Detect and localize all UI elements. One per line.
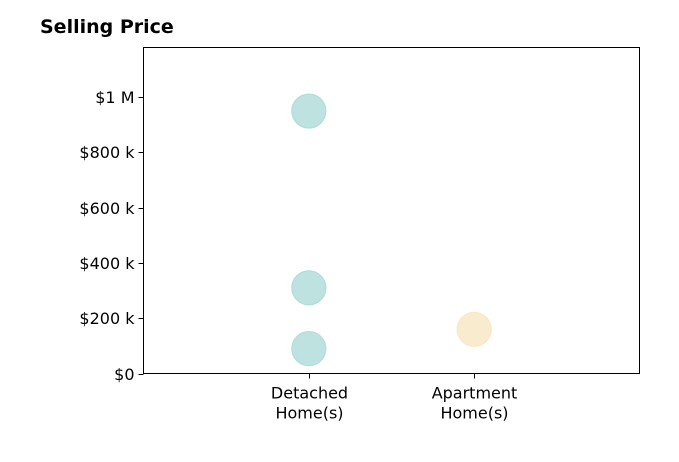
x-tick-label-line: Home(s) xyxy=(275,404,343,423)
data-point xyxy=(456,311,492,347)
y-tick-label: $200 k xyxy=(79,309,135,328)
x-tick-label: Apartment Home(s) xyxy=(432,384,518,423)
y-tick-label: $1 M xyxy=(95,88,134,107)
data-point xyxy=(291,331,327,367)
data-points xyxy=(291,93,492,367)
y-tick-label: $0 xyxy=(114,365,134,384)
y-tick-label: $600 k xyxy=(79,199,135,218)
x-tick-label-line: Home(s) xyxy=(440,404,508,423)
y-axis: $0 $200 k $400 k $600 k $800 k $1 M xyxy=(79,88,144,384)
data-point xyxy=(291,93,327,129)
chart-title: Selling Price xyxy=(40,16,174,38)
y-tick-label: $800 k xyxy=(79,143,135,162)
x-tick-label-line: Detached xyxy=(271,384,348,403)
plot-area-frame xyxy=(143,47,640,374)
x-axis: Detached Home(s)Apartment Home(s) xyxy=(271,373,518,423)
x-tick-label: Detached Home(s) xyxy=(271,384,348,423)
y-tick-label: $400 k xyxy=(79,254,135,273)
x-tick-label-line: Apartment xyxy=(432,384,518,403)
data-point xyxy=(291,270,327,306)
